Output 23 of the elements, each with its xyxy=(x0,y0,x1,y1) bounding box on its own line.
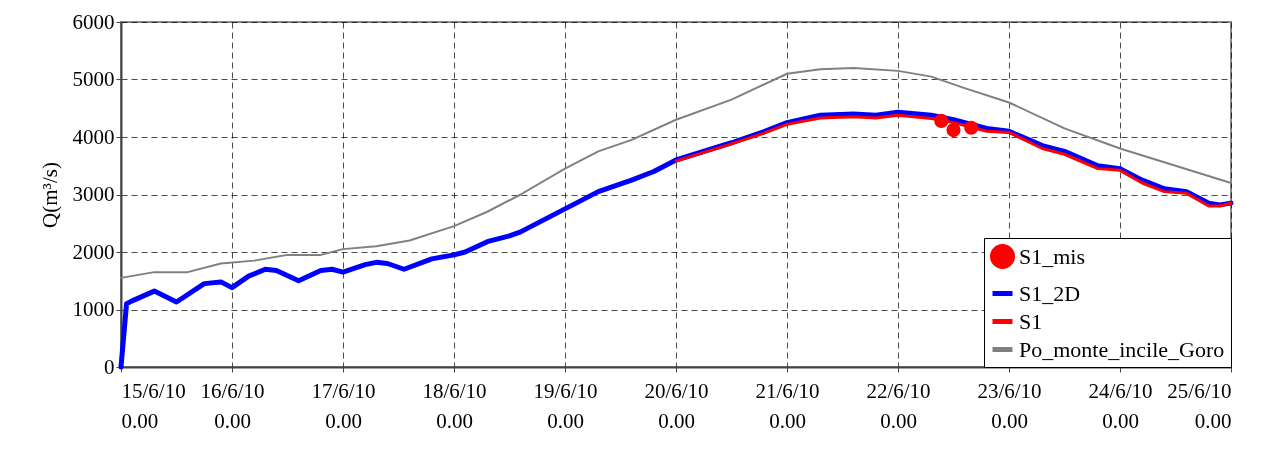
y-tick-label: 4000 xyxy=(72,124,115,149)
x-tick-label: 21/6/10 0.00 xyxy=(755,378,820,433)
x-tick-label: 17/6/10 0.00 xyxy=(311,378,376,433)
y-tick-label: 2000 xyxy=(72,239,115,264)
x-tick-label: 19/6/10 0.00 xyxy=(533,378,598,433)
legend-label: S1_mis xyxy=(1019,243,1086,269)
x-tick-label: 24/6/10 0.00 xyxy=(1088,378,1153,433)
x-tick-label: 25/6/10 0.00 xyxy=(1167,378,1232,433)
y-axis-title: Q(m³/s) xyxy=(37,162,62,228)
legend-label: S1_2D xyxy=(1019,280,1081,306)
x-tick-label: 16/6/10 0.00 xyxy=(200,378,265,433)
y-tick-label: 3000 xyxy=(72,182,115,206)
x-tick-label: 15/6/10 0.00 xyxy=(121,378,186,433)
x-tick-label: 23/6/10 0.00 xyxy=(977,378,1042,433)
y-tick-label: 0 xyxy=(104,354,115,379)
legend-label: Po_monte_incile_Goro xyxy=(1019,336,1225,362)
x-tick-label: 22/6/10 0.00 xyxy=(866,378,931,433)
x-tick-label: 20/6/10 0.00 xyxy=(644,378,709,433)
y-tick-label: 5000 xyxy=(72,67,115,91)
y-tick-label: 6000 xyxy=(72,9,115,34)
legend-label: S1 xyxy=(1019,308,1043,334)
y-tick-label: 1000 xyxy=(72,297,115,321)
x-tick-label: 18/6/10 0.00 xyxy=(422,378,487,433)
